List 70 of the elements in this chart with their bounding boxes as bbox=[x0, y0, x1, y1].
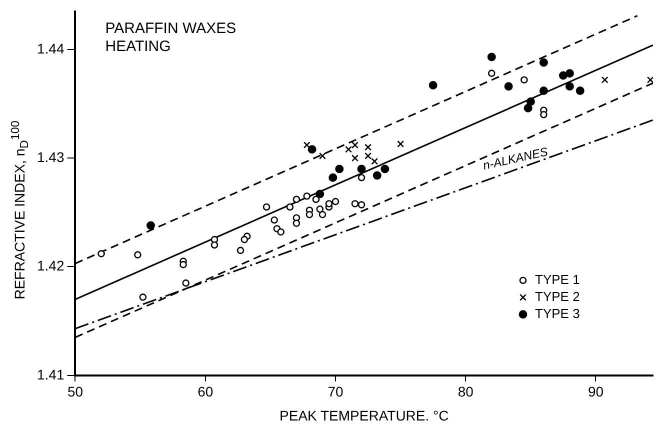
point bbox=[316, 206, 324, 213]
point bbox=[319, 152, 326, 160]
point bbox=[565, 69, 574, 78]
point bbox=[576, 86, 584, 95]
y-tick-label: 1.44 bbox=[37, 40, 64, 56]
y-tick-label: 1.42 bbox=[37, 258, 64, 274]
point bbox=[539, 58, 548, 67]
point bbox=[539, 86, 548, 95]
point bbox=[134, 251, 142, 258]
point bbox=[98, 250, 105, 258]
point bbox=[210, 241, 218, 249]
x-tick-label: 50 bbox=[67, 384, 84, 400]
legend-label: TYPE 1 bbox=[535, 272, 580, 287]
point bbox=[277, 228, 284, 236]
x-tick-label: 60 bbox=[198, 384, 214, 400]
point bbox=[240, 236, 248, 244]
point bbox=[292, 196, 300, 204]
point bbox=[335, 164, 344, 174]
annotation: PARAFFIN WAXES bbox=[105, 20, 236, 38]
point bbox=[351, 200, 359, 208]
point bbox=[262, 203, 270, 211]
point bbox=[372, 171, 382, 180]
point bbox=[558, 71, 568, 80]
point bbox=[371, 158, 378, 165]
point bbox=[397, 140, 404, 148]
point bbox=[358, 174, 366, 182]
point bbox=[352, 142, 358, 149]
point bbox=[139, 294, 147, 301]
x-axis-title: PEAK TEMPERATURE. °C bbox=[280, 407, 449, 424]
point bbox=[520, 76, 528, 84]
point bbox=[270, 216, 278, 224]
point bbox=[180, 260, 187, 268]
legend-label: TYPE 2 bbox=[535, 288, 580, 304]
point bbox=[303, 142, 310, 149]
point bbox=[292, 220, 300, 227]
point bbox=[358, 201, 366, 208]
point bbox=[646, 76, 653, 84]
point bbox=[565, 82, 574, 91]
y-tick-label: 1.43 bbox=[37, 148, 64, 165]
point bbox=[601, 76, 608, 84]
point bbox=[487, 52, 496, 62]
point bbox=[236, 246, 244, 254]
y-tick-label: 1.41 bbox=[37, 366, 64, 382]
annotation: HEATING bbox=[105, 38, 171, 56]
point bbox=[308, 145, 316, 154]
point bbox=[524, 104, 532, 112]
point bbox=[312, 196, 320, 204]
point bbox=[488, 70, 496, 77]
point bbox=[352, 154, 358, 162]
point bbox=[306, 210, 314, 218]
x-tick-label: 90 bbox=[588, 384, 604, 400]
legend-label: TYPE 3 bbox=[535, 306, 580, 321]
point bbox=[380, 164, 390, 174]
point bbox=[146, 221, 155, 230]
point bbox=[428, 81, 438, 90]
point bbox=[345, 146, 352, 153]
point bbox=[286, 203, 294, 211]
point bbox=[318, 210, 326, 218]
point bbox=[325, 200, 333, 208]
point bbox=[526, 97, 535, 106]
point bbox=[332, 198, 340, 206]
point bbox=[316, 190, 324, 198]
point bbox=[540, 110, 548, 118]
point bbox=[328, 173, 338, 182]
x-tick-label: 70 bbox=[328, 384, 344, 400]
point bbox=[357, 164, 366, 174]
point bbox=[182, 279, 190, 287]
point bbox=[504, 82, 513, 91]
x-tick-label: 80 bbox=[458, 384, 474, 400]
point bbox=[303, 192, 311, 200]
